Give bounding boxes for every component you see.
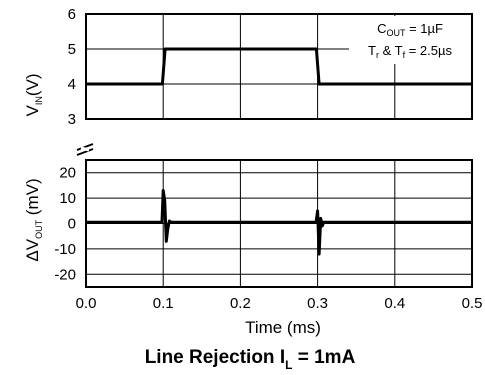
x-tick-label: 0.4 — [384, 295, 405, 312]
vin-axis-title: VIN(V) — [23, 73, 44, 116]
plot-frame — [85, 13, 473, 288]
x-tick-label: 0.5 — [462, 295, 483, 312]
plot-frame-rect — [85, 13, 473, 120]
annotation-cout: COUT = 1µF — [377, 21, 443, 38]
y-tick-label: 4 — [68, 76, 76, 93]
annotation-rise-fall: Tr & Tf = 2.5µs — [368, 43, 452, 60]
series-line — [86, 189, 472, 243]
chart-title: Line Rejection IL = 1mA — [145, 347, 356, 372]
y-tick-label: -10 — [54, 241, 76, 258]
x-axis-title: Time (ms) — [245, 318, 321, 337]
y-tick-label: 10 — [59, 190, 76, 207]
y-tick-label: 3 — [68, 111, 76, 128]
x-tick-label: 0.3 — [307, 295, 328, 312]
tick-labels: 6 5 4 3 20 10 0 -10 -200.0 0.1 0.2 0.3 0.4 0.5 — [54, 6, 482, 312]
y-tick-label: 0 — [68, 216, 76, 233]
plot-frame-rect — [85, 159, 473, 288]
y-tick-label: 5 — [68, 41, 76, 58]
dvout-axis-title: ΔVOUT (mV) — [23, 178, 44, 261]
y-tick-label: -20 — [54, 266, 76, 283]
x-tick-label: 0.1 — [153, 295, 174, 312]
y-tick-label: 20 — [59, 165, 76, 182]
series-line — [314, 209, 326, 256]
annotation: COUT = 1µF Tr & Tf = 2.5µs — [349, 16, 471, 64]
series-line — [86, 47, 472, 86]
axis-break-mark — [76, 143, 94, 156]
x-tick-label: 0.0 — [76, 295, 97, 312]
x-tick-label: 0.2 — [230, 295, 251, 312]
y-tick-label: 6 — [68, 6, 76, 23]
plot-lines — [86, 47, 472, 256]
